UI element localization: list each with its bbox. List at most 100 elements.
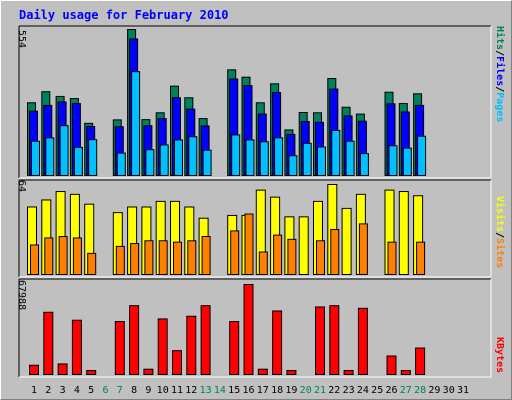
pages-bar xyxy=(159,144,169,176)
x-tick-label-day: 14 xyxy=(214,385,226,396)
visits-bar xyxy=(398,191,409,275)
x-tick-label-day: 8 xyxy=(131,385,137,396)
sites-bar xyxy=(273,234,283,275)
x-tick-label-day: 22 xyxy=(328,385,340,396)
legend-item: Sites xyxy=(494,238,506,268)
legend-kbytes: KBytes xyxy=(494,337,505,373)
pages-bar xyxy=(202,149,212,177)
y-max-label-hits: 554 xyxy=(16,30,27,48)
pages-bar xyxy=(288,155,298,176)
pages-bar xyxy=(417,135,427,176)
sites-bar xyxy=(87,252,97,275)
kbytes-bar xyxy=(143,368,154,376)
x-tick-label-day: 12 xyxy=(185,385,197,396)
x-tick-label-day: 26 xyxy=(385,385,397,396)
sites-bar xyxy=(258,251,268,275)
legend-item: / xyxy=(494,50,505,56)
kbytes-bar xyxy=(286,370,297,376)
legend-item: / xyxy=(494,86,505,92)
kbytes-bar xyxy=(315,306,325,376)
y-max-label-kbytes: 67988 xyxy=(16,280,27,310)
sites-bar xyxy=(244,213,254,275)
kbytes-bar xyxy=(415,347,426,376)
pages-bar xyxy=(345,140,355,176)
x-tick-label-day: 24 xyxy=(357,385,369,396)
kbytes-bar xyxy=(129,305,140,376)
pages-bar xyxy=(45,137,55,177)
sites-bar xyxy=(230,230,240,275)
x-tick-label-day: 15 xyxy=(228,385,240,396)
sites-bar xyxy=(358,223,368,275)
kbytes-bar xyxy=(157,318,168,375)
kbytes-bar xyxy=(343,370,354,376)
x-tick-label-day: 16 xyxy=(242,385,254,396)
sites-bar xyxy=(330,229,340,275)
sites-bar xyxy=(416,241,426,275)
kbytes-bar xyxy=(329,305,340,376)
pages-bar xyxy=(259,141,269,177)
kbytes-bar xyxy=(243,284,254,375)
x-tick-label-day: 5 xyxy=(88,385,94,396)
sites-bar xyxy=(144,240,154,275)
sites-bar xyxy=(115,245,125,275)
sites-bar xyxy=(173,241,182,275)
kbytes-bar xyxy=(71,319,82,375)
legend-item: Pages xyxy=(494,92,505,122)
x-tick-label-day: 3 xyxy=(60,385,66,396)
sites-bar xyxy=(287,238,297,275)
kbytes-bar xyxy=(272,310,283,376)
kbytes-bar xyxy=(400,370,411,376)
legend-item: Files xyxy=(494,56,506,86)
legend-hits-files-pages: Hits/Files/Pages xyxy=(494,26,506,122)
pages-bar xyxy=(188,136,198,177)
legend-item: / xyxy=(494,232,505,238)
plot-panel-1 xyxy=(19,26,491,178)
x-tick-label-day: 13 xyxy=(200,385,212,396)
pages-bar xyxy=(31,140,40,176)
x-tick-label-day: 21 xyxy=(314,385,326,396)
pages-bar xyxy=(331,129,341,176)
x-tick-label-day: 27 xyxy=(400,385,412,396)
kbytes-bar xyxy=(386,355,397,375)
sites-bar xyxy=(201,236,211,275)
x-tick-label-day: 23 xyxy=(343,385,355,396)
pages-bar xyxy=(116,152,126,176)
kbytes-bar xyxy=(29,364,39,376)
kbytes-bar xyxy=(200,305,211,376)
plot-panel-3 xyxy=(19,279,491,377)
chart-title: Daily usage for February 2010 xyxy=(19,8,229,22)
pages-bar xyxy=(131,71,141,176)
kbytes-bar xyxy=(114,321,125,375)
kbytes-bar xyxy=(257,368,268,376)
kbytes-bar xyxy=(357,307,368,376)
legend-visits-sites: Visits/Sites xyxy=(494,196,506,268)
sites-bar xyxy=(30,244,39,275)
x-tick-label-day: 17 xyxy=(257,385,269,396)
x-tick-label-day: 1 xyxy=(31,385,37,396)
x-tick-label-day: 7 xyxy=(117,385,123,396)
pages-bar xyxy=(402,147,412,176)
x-tick-label-day: 18 xyxy=(271,385,283,396)
y-max-label-visits: 64 xyxy=(16,180,27,192)
pages-bar xyxy=(388,145,398,176)
x-tick-label-day: 19 xyxy=(285,385,297,396)
x-tick-label-day: 28 xyxy=(414,385,426,396)
x-tick-label-day: 25 xyxy=(371,385,383,396)
kbytes-bar xyxy=(43,311,54,376)
x-tick-label-day: 6 xyxy=(102,385,108,396)
kbytes-bar xyxy=(172,350,182,376)
pages-bar xyxy=(145,149,155,176)
sites-bar xyxy=(130,243,140,275)
kbytes-bar xyxy=(229,321,240,375)
pages-bar xyxy=(231,134,241,176)
pages-bar xyxy=(73,146,83,176)
sites-bar xyxy=(72,237,82,275)
plot-panel-2 xyxy=(19,180,491,277)
x-tick-label-day: 9 xyxy=(145,385,151,396)
pages-bar xyxy=(245,139,255,176)
kbytes-bar xyxy=(57,363,68,375)
kbytes-bar xyxy=(186,315,197,375)
x-tick-label-day: 11 xyxy=(171,385,183,396)
x-tick-label-day: 29 xyxy=(428,385,440,396)
